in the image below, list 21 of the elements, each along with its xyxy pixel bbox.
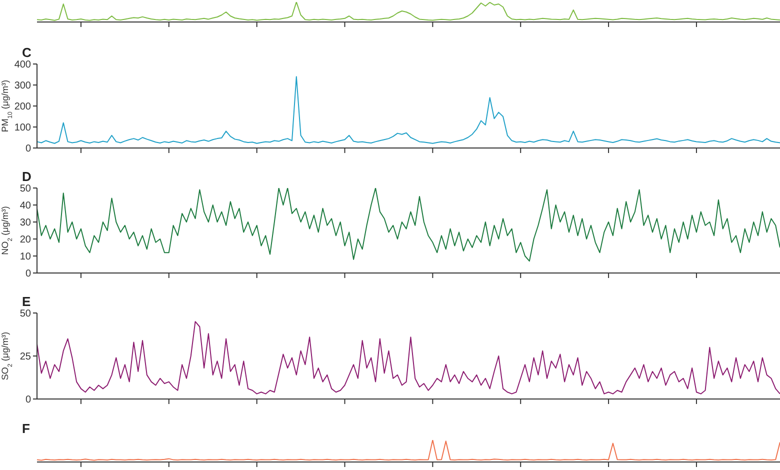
chart-title: D [22,169,32,184]
y-tick-label: 50 [20,308,32,320]
y-tick-label: 200 [14,102,32,113]
y-tick-label: 20 [20,234,32,246]
line-series [36,321,780,394]
y-tick-label: 30 [20,218,32,229]
chart-title: E [22,294,31,309]
y-tick-label: 100 [14,122,32,134]
y-tick-label: 50 [20,184,32,195]
line-series [36,76,780,144]
chart-title: C [22,45,32,60]
y-tick-label: 40 [20,200,32,212]
y-tick-label: 400 [14,60,32,71]
y-tick-label: 25 [20,352,32,363]
chart-title: F [22,421,30,436]
y-tick-label: 10 [20,252,32,263]
y-tick-label: 0 [25,144,32,155]
y-tick-label: 0 [25,268,32,280]
line-series [36,188,780,262]
y-tick-label: 0 [25,394,32,406]
y-tick-label: 300 [14,80,32,92]
